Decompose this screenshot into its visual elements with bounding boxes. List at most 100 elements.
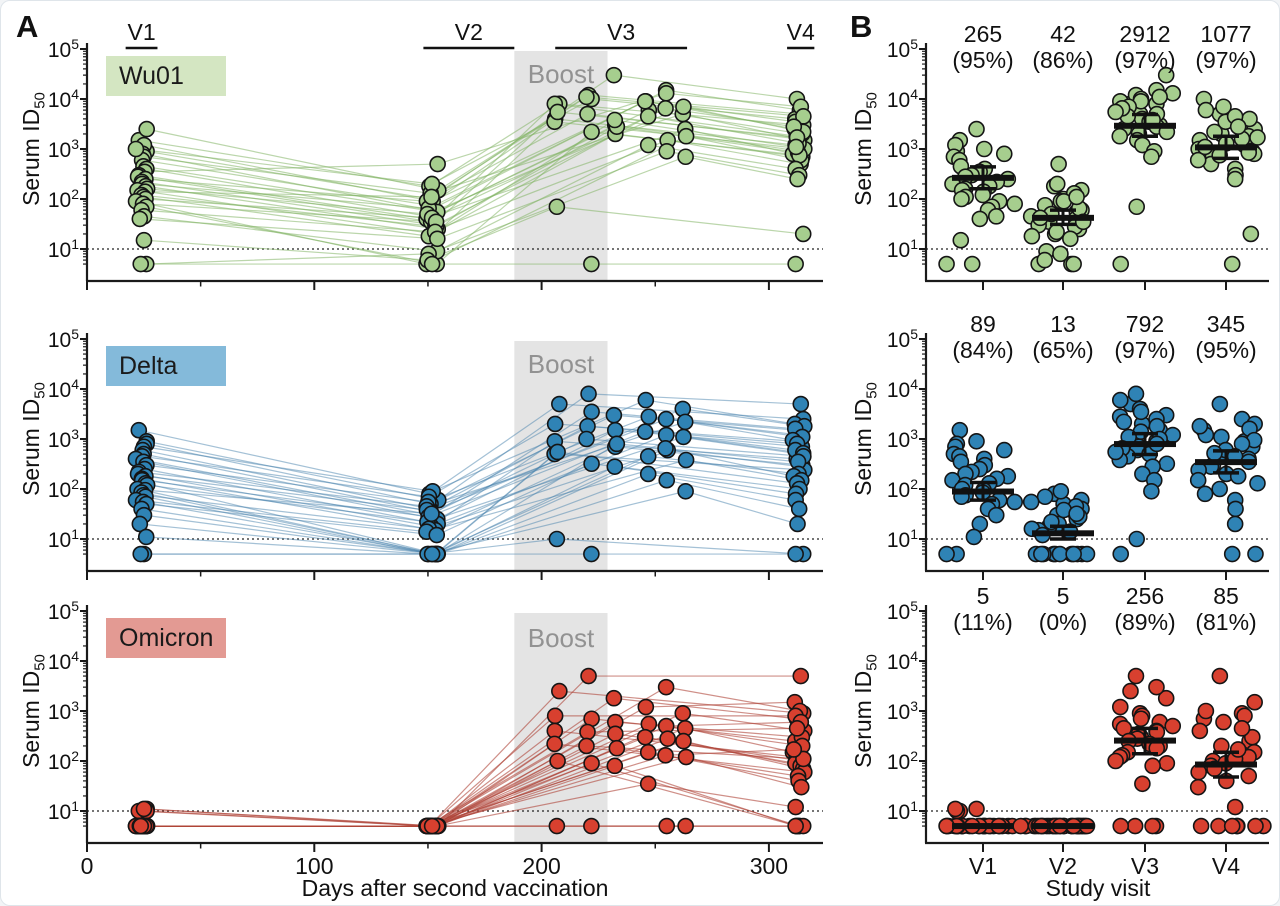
data-point (938, 255, 955, 273)
x-tick-label: V1 (968, 853, 998, 879)
data-point (787, 798, 804, 816)
data-point (951, 421, 969, 439)
data-point (578, 88, 595, 106)
data-point (1127, 667, 1145, 685)
gmt-stat-label: 792 (97%) (1114, 311, 1176, 363)
data-point (1022, 493, 1040, 511)
data-point (1211, 667, 1229, 685)
trajectory-line (135, 459, 802, 533)
trajectory-line (145, 96, 804, 198)
gmt-bar (1032, 823, 1094, 830)
y-tick-label: 105 (47, 326, 79, 352)
data-point (1052, 245, 1069, 263)
trajectory-line (139, 150, 800, 240)
data-point (789, 170, 806, 188)
trajectory-line (141, 119, 797, 233)
y-tick-label: 101 (886, 526, 918, 552)
trajectory-line (141, 126, 799, 228)
data-point (1134, 775, 1151, 793)
trajectory-line (145, 447, 794, 555)
y-tick-label: 102 (886, 186, 918, 212)
y-tick-label: 104 (47, 86, 79, 112)
x-tick-label: 300 (749, 853, 789, 879)
data-point (583, 123, 600, 141)
trajectory-line (146, 463, 800, 536)
trajectory-line (143, 473, 796, 555)
data-point (131, 210, 149, 228)
y-tick-label: 103 (886, 136, 918, 162)
data-point (583, 403, 600, 421)
gmt-bar (1114, 122, 1176, 129)
data-point (1144, 757, 1161, 775)
data-point (1211, 480, 1228, 498)
x-tick-label: V2 (1048, 853, 1078, 879)
trajectory-line (146, 416, 803, 503)
x-tick-label: V4 (1211, 853, 1241, 879)
data-point (938, 545, 955, 563)
data-point (1112, 255, 1130, 273)
gmt-bar (1114, 737, 1176, 744)
data-point (677, 748, 695, 766)
data-point (639, 136, 657, 154)
data-point (1115, 413, 1133, 431)
data-point (423, 545, 441, 563)
gmt-stat-label: 5 (11%) (953, 583, 1013, 635)
data-point (637, 391, 655, 409)
gmt-stat-label: 345 (95%) (1195, 311, 1257, 363)
data-point (1012, 817, 1029, 835)
panel-a-label: A (16, 9, 39, 44)
trajectory-line (138, 421, 793, 507)
data-point (1112, 545, 1130, 563)
data-point (1006, 493, 1024, 511)
data-point (968, 432, 985, 450)
y-tick-label: 101 (886, 236, 918, 262)
data-point (1048, 175, 1066, 193)
gmt-stat-label: 1077 (97%) (1195, 21, 1257, 73)
data-point (578, 737, 595, 755)
data-point (1223, 817, 1241, 835)
data-point (658, 817, 676, 835)
data-point (1210, 817, 1227, 835)
data-point (675, 428, 692, 446)
data-point (605, 66, 623, 84)
data-point (677, 127, 695, 145)
trajectory-line (143, 206, 804, 261)
data-point (1189, 151, 1207, 169)
data-point (1197, 101, 1215, 119)
data-point (132, 545, 150, 563)
data-point (1111, 127, 1129, 145)
x-axis-title-days: Days after second vaccination (301, 875, 609, 901)
data-point (790, 500, 808, 518)
data-point (1247, 545, 1264, 563)
data-point (1226, 798, 1244, 816)
data-point (551, 682, 568, 700)
data-point (1226, 515, 1244, 533)
data-point (785, 741, 803, 758)
data-point (1148, 678, 1165, 696)
data-point (639, 465, 657, 483)
data-point (965, 528, 983, 546)
data-point (1206, 444, 1223, 462)
data-point (606, 111, 624, 129)
data-point (1196, 485, 1214, 503)
data-point (657, 85, 675, 102)
data-point (1128, 198, 1145, 216)
data-point (657, 100, 674, 117)
y-tick-label: 103 (47, 136, 79, 162)
data-point (658, 471, 676, 489)
data-point (938, 817, 955, 835)
data-point (1006, 195, 1024, 213)
data-point (1050, 155, 1067, 173)
y-tick-label: 102 (47, 186, 79, 212)
data-point (549, 103, 566, 121)
gmt-stat-label: 5 (0%) (1038, 583, 1088, 635)
data-point (788, 720, 806, 737)
data-point (137, 528, 155, 546)
data-point (583, 817, 600, 835)
legend-wu01: Wu01 (106, 56, 226, 96)
data-point (135, 231, 153, 249)
gmt-bar (1195, 761, 1257, 768)
data-point (968, 120, 985, 138)
data-point (546, 735, 563, 753)
